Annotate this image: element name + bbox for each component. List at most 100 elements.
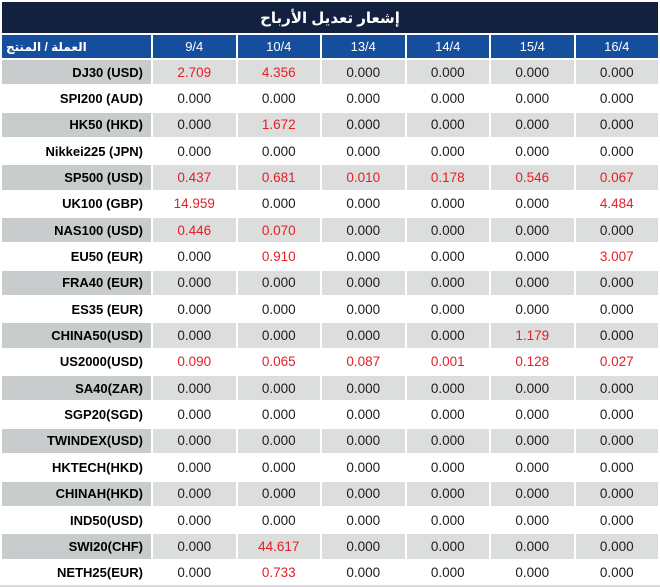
product-label: FRA40 (EUR) xyxy=(2,270,151,296)
value-cell: 0.000 xyxy=(237,270,320,296)
table-row: CHINA50(USD) 0.000 0.000 0.000 0.000 1.179 0.0… xyxy=(2,323,658,348)
value-cell: 0.000 xyxy=(322,270,405,296)
table-row: IND50(USD) 0.000 0.000 0.000 0.000 0.000 0.000 xyxy=(2,507,658,533)
product-label: ES35 (EUR) xyxy=(2,297,151,322)
value-cell: 0.000 xyxy=(491,376,574,401)
table-row: SWI20(CHF) 0.000 44.617 0.000 0.000 0.000 0.00… xyxy=(2,534,658,559)
value-cell: 0.000 xyxy=(153,534,236,559)
value-cell: 0.000 xyxy=(491,560,574,585)
value-cell: 0.000 xyxy=(575,218,658,243)
value-cell: 0.027 xyxy=(575,349,658,375)
value-cell: 0.000 xyxy=(575,323,658,348)
value-cell: 0.000 xyxy=(491,139,574,164)
product-label: NETH25(EUR) xyxy=(2,560,151,585)
value-cell: 0.000 xyxy=(575,481,658,506)
value-cell: 0.001 xyxy=(406,349,489,375)
table-row: SPI200 (AUD) 0.000 0.000 0.000 0.000 0.000 0.0… xyxy=(2,86,658,111)
table-row: Nikkei225 (JPN) 0.000 0.000 0.000 0.000 0.000… xyxy=(2,139,658,164)
value-cell: 0.000 xyxy=(406,270,489,296)
product-label: HK50 (HKD) xyxy=(2,112,151,138)
value-cell: 0.000 xyxy=(491,191,574,217)
value-cell: 0.000 xyxy=(491,297,574,322)
table-row: HK50 (HKD) 0.000 1.672 0.000 0.000 0.000 0.000 xyxy=(2,112,658,138)
value-cell: 0.000 xyxy=(153,376,236,401)
product-label: DJ30 (USD) xyxy=(2,60,151,85)
value-cell: 0.000 xyxy=(406,481,489,506)
value-cell: 0.000 xyxy=(153,481,236,506)
product-label: Nikkei225 (JPN) xyxy=(2,139,151,164)
value-cell: 0.000 xyxy=(153,428,236,454)
table-row: US2000(USD) 0.090 0.065 0.087 0.001 0.128 0.02… xyxy=(2,349,658,375)
value-cell: 0.000 xyxy=(322,297,405,322)
value-cell: 0.000 xyxy=(491,218,574,243)
value-cell: 0.000 xyxy=(237,297,320,322)
value-cell: 0.446 xyxy=(153,218,236,243)
value-cell: 0.000 xyxy=(406,86,489,111)
value-cell: 0.000 xyxy=(406,244,489,269)
value-cell: 0.000 xyxy=(575,507,658,533)
value-cell: 0.000 xyxy=(575,270,658,296)
table-row: NETH25(EUR) 0.000 0.733 0.000 0.000 0.000 0.00… xyxy=(2,560,658,585)
table-row: CHINAH(HKD) 0.000 0.000 0.000 0.000 0.000 0.00… xyxy=(2,481,658,506)
value-cell: 0.000 xyxy=(491,481,574,506)
value-cell: 0.000 xyxy=(406,60,489,85)
value-cell: 0.000 xyxy=(237,139,320,164)
value-cell: 0.000 xyxy=(575,86,658,111)
column-header-date-14-4: 14/4 xyxy=(406,35,489,58)
value-cell: 0.000 xyxy=(406,376,489,401)
value-cell: 0.000 xyxy=(322,86,405,111)
value-cell: 0.000 xyxy=(153,297,236,322)
value-cell: 0.000 xyxy=(406,297,489,322)
value-cell: 0.000 xyxy=(491,428,574,454)
value-cell: 1.179 xyxy=(491,323,574,348)
value-cell: 0.000 xyxy=(322,244,405,269)
value-cell: 0.000 xyxy=(237,376,320,401)
column-header-date-9-4: 9/4 xyxy=(153,35,236,58)
value-cell: 0.065 xyxy=(237,349,320,375)
value-cell: 0.000 xyxy=(406,455,489,480)
product-label: SA40(ZAR) xyxy=(2,376,151,401)
value-cell: 0.000 xyxy=(153,270,236,296)
value-cell: 0.000 xyxy=(406,507,489,533)
value-cell: 0.000 xyxy=(322,402,405,427)
value-cell: 0.000 xyxy=(322,139,405,164)
product-label: CHINAH(HKD) xyxy=(2,481,151,506)
product-label: TWINDEX(USD) xyxy=(2,428,151,454)
value-cell: 0.000 xyxy=(322,481,405,506)
value-cell: 0.000 xyxy=(237,481,320,506)
value-cell: 0.000 xyxy=(406,428,489,454)
value-cell: 1.672 xyxy=(237,112,320,138)
value-cell: 0.000 xyxy=(153,244,236,269)
table-row: SP500 (USD) 0.437 0.681 0.010 0.178 0.546 0.06… xyxy=(2,165,658,190)
product-label: UK100 (GBP) xyxy=(2,191,151,217)
value-cell: 0.000 xyxy=(491,270,574,296)
product-label: SP500 (USD) xyxy=(2,165,151,190)
value-cell: 0.000 xyxy=(406,218,489,243)
value-cell: 0.000 xyxy=(237,86,320,111)
table-row: UK100 (GBP) 14.959 0.000 0.000 0.000 0.000 4.4… xyxy=(2,191,658,217)
table-row: SA40(ZAR) 0.000 0.000 0.000 0.000 0.000 0.000 xyxy=(2,376,658,401)
value-cell: 44.617 xyxy=(237,534,320,559)
value-cell: 0.437 xyxy=(153,165,236,190)
product-label: SPI200 (AUD) xyxy=(2,86,151,111)
value-cell: 0.000 xyxy=(153,86,236,111)
value-cell: 0.000 xyxy=(153,560,236,585)
value-cell: 0.000 xyxy=(575,112,658,138)
value-cell: 0.000 xyxy=(153,455,236,480)
table-row: NAS100 (USD) 0.446 0.070 0.000 0.000 0.000 0.0… xyxy=(2,218,658,243)
value-cell: 0.000 xyxy=(322,534,405,559)
value-cell: 0.000 xyxy=(491,112,574,138)
value-cell: 0.000 xyxy=(322,560,405,585)
value-cell: 0.000 xyxy=(237,191,320,217)
value-cell: 4.356 xyxy=(237,60,320,85)
value-cell: 0.128 xyxy=(491,349,574,375)
value-cell: 0.000 xyxy=(575,428,658,454)
value-cell: 0.000 xyxy=(153,323,236,348)
column-header-date-13-4: 13/4 xyxy=(322,35,405,58)
value-cell: 0.000 xyxy=(491,402,574,427)
value-cell: 0.000 xyxy=(575,455,658,480)
table-row: SGP20(SGD) 0.000 0.000 0.000 0.000 0.000 0.000 xyxy=(2,402,658,427)
value-cell: 0.000 xyxy=(322,428,405,454)
table-row: HKTECH(HKD) 0.000 0.000 0.000 0.000 0.000 0.00… xyxy=(2,455,658,480)
value-cell: 0.000 xyxy=(237,323,320,348)
